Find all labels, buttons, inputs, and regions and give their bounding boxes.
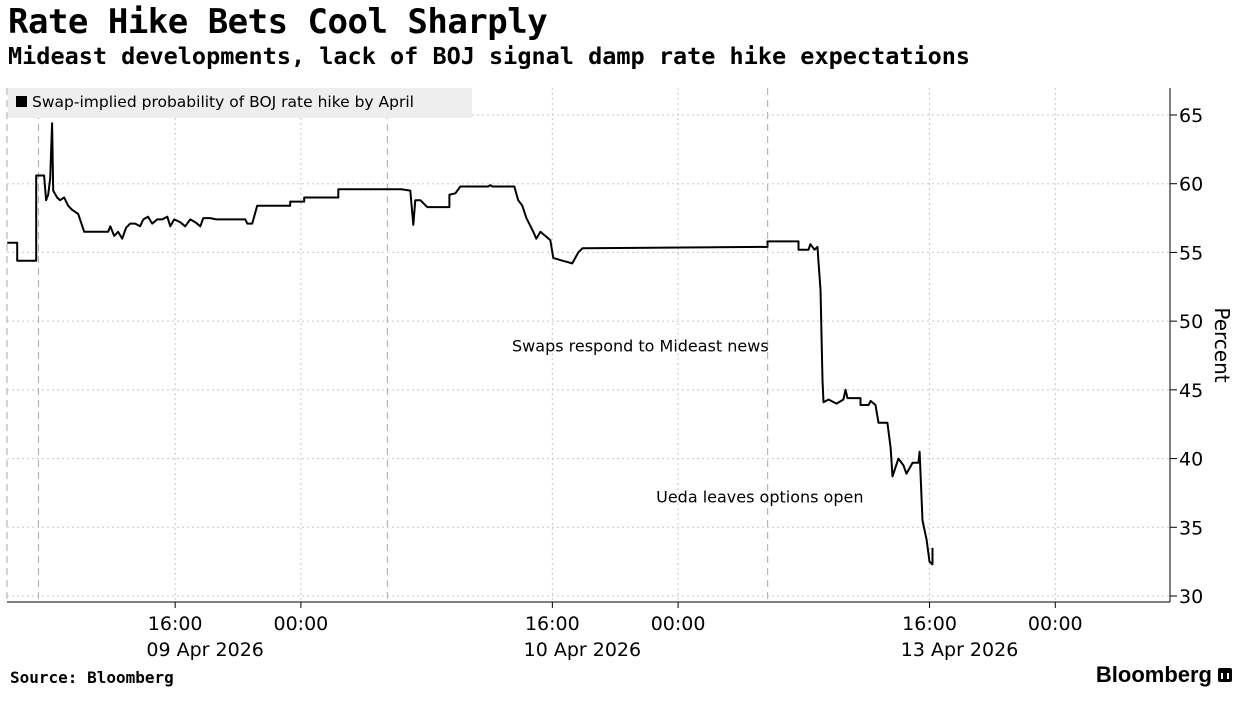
x-date-label: 13 Apr 2026 [901, 639, 1018, 661]
x-tick-label: 00:00 [1028, 613, 1083, 635]
y-tick-label: 60 [1179, 174, 1203, 196]
y-tick-label: 45 [1179, 380, 1203, 402]
axes: 30 35 40 45 50 55 60 65 16:00 09 Apr 2026 00:00 16:… [7, 88, 1203, 661]
y-tick-label: 30 [1179, 586, 1203, 608]
brand-logo: Bloomberg [1096, 662, 1232, 688]
chart-subtitle: Mideast developments, lack of BOJ signal… [8, 42, 971, 70]
grid-lines [6, 88, 1170, 604]
annotation-label: Swaps respond to Mideast news [512, 336, 769, 355]
y-tick-label: 40 [1179, 449, 1203, 471]
x-date-label: 10 Apr 2026 [524, 639, 641, 661]
y-tick-label: 50 [1179, 311, 1203, 333]
legend: Swap-implied probability of BOJ rate hik… [8, 88, 472, 118]
y-axis-label: Percent [1210, 307, 1234, 382]
x-tick-label: 16:00 [902, 613, 957, 635]
legend-label: Swap-implied probability of BOJ rate hik… [32, 93, 414, 111]
x-date-label: 09 Apr 2026 [146, 639, 263, 661]
brand-name: Bloomberg [1095, 662, 1212, 687]
legend-background [8, 88, 472, 118]
legend-swatch [16, 96, 27, 107]
y-tick-label: 35 [1179, 517, 1203, 539]
chart-title: Rate Hike Bets Cool Sharply [8, 2, 548, 42]
x-tick-label: 00:00 [651, 613, 706, 635]
x-tick-label: 16:00 [525, 613, 580, 635]
y-tick-label: 65 [1179, 105, 1203, 127]
x-tick-label: 00:00 [274, 613, 329, 635]
x-tick-label: 16:00 [148, 613, 203, 635]
source-note: Source: Bloomberg [10, 668, 174, 687]
annotations: Swaps respond to Mideast news Ueda leaves… [512, 336, 863, 506]
bloomberg-terminal-icon [1218, 668, 1232, 682]
y-tick-label: 55 [1179, 242, 1203, 264]
series-line [7, 122, 934, 566]
annotation-label: Ueda leaves options open [656, 488, 863, 507]
series-group [7, 122, 934, 566]
